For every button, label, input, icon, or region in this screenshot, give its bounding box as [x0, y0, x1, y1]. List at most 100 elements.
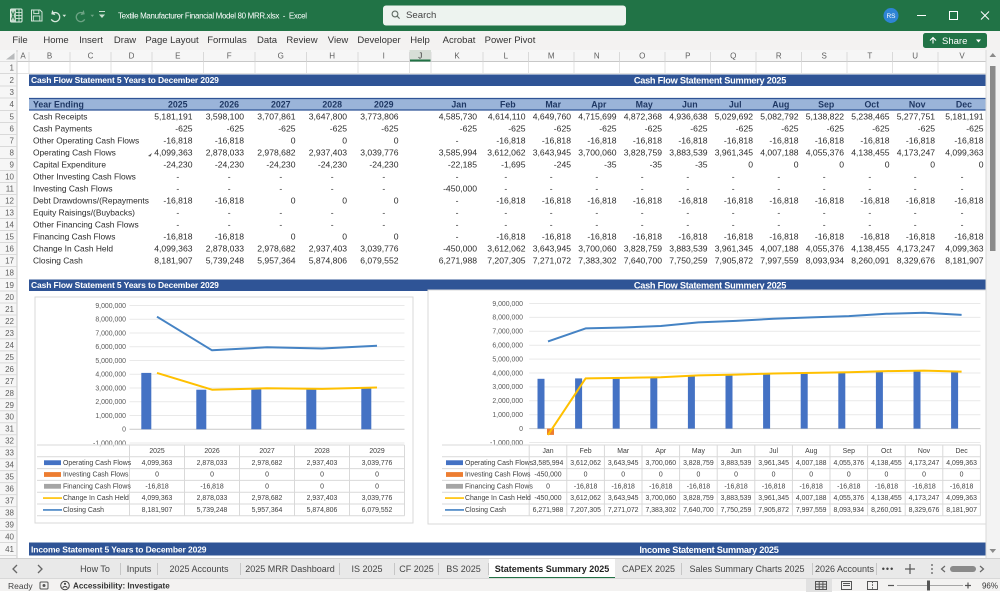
svg-text:4,000,000: 4,000,000 [95, 372, 126, 379]
svg-text:2,978,682: 2,978,682 [257, 244, 295, 254]
svg-text:-625: -625 [872, 124, 889, 134]
svg-text:-16,818: -16,818 [875, 483, 899, 490]
svg-text:3,961,345: 3,961,345 [715, 148, 753, 158]
svg-text:-450,000: -450,000 [534, 472, 561, 479]
svg-text:4,000,000: 4,000,000 [492, 370, 523, 377]
svg-text:3,647,800: 3,647,800 [309, 112, 347, 122]
svg-text:-: - [331, 172, 334, 182]
svg-text:Cash Payments: Cash Payments [33, 124, 92, 134]
svg-text:0: 0 [291, 196, 296, 206]
svg-text:4,173,247: 4,173,247 [897, 148, 935, 158]
svg-text:3,961,345: 3,961,345 [715, 244, 753, 254]
svg-text:-24,230: -24,230 [266, 160, 295, 170]
svg-text:-: - [331, 220, 334, 230]
svg-text:-16,818: -16,818 [587, 232, 616, 242]
svg-text:7,997,559: 7,997,559 [760, 256, 798, 266]
svg-text:5,957,364: 5,957,364 [252, 507, 283, 514]
svg-text:-: - [550, 220, 553, 230]
svg-text:4,173,247: 4,173,247 [909, 460, 940, 467]
svg-text:5,874,806: 5,874,806 [307, 507, 338, 514]
svg-text:-: - [914, 208, 917, 218]
svg-text:Cash Flow Statement Summery 20: Cash Flow Statement Summery 2025 [634, 75, 786, 85]
svg-text:3,883,539: 3,883,539 [669, 148, 707, 158]
svg-text:38: 38 [5, 509, 14, 518]
svg-text:Income Statement 5 Years to De: Income Statement 5 Years to December 202… [31, 544, 207, 554]
svg-text:-: - [228, 172, 231, 182]
svg-text:-: - [641, 172, 644, 182]
svg-text:6,000,000: 6,000,000 [95, 344, 126, 351]
svg-text:6,079,552: 6,079,552 [360, 256, 398, 266]
svg-text:-16,818: -16,818 [724, 232, 753, 242]
svg-text:Aug: Aug [772, 100, 789, 110]
svg-text:-625: -625 [554, 124, 571, 134]
svg-text:-: - [176, 220, 179, 230]
svg-text:-: - [456, 220, 459, 230]
svg-text:-16,818: -16,818 [496, 136, 525, 146]
svg-text:-: - [456, 196, 459, 206]
svg-text:5,277,751: 5,277,751 [897, 112, 935, 122]
svg-text:Oct: Oct [881, 448, 892, 455]
svg-text:21: 21 [5, 305, 14, 314]
svg-text:0: 0 [839, 160, 844, 170]
svg-text:3,643,945: 3,643,945 [533, 244, 571, 254]
svg-text:4,055,376: 4,055,376 [833, 460, 864, 467]
svg-text:-: - [279, 220, 282, 230]
svg-text:May: May [636, 100, 653, 110]
svg-text:-: - [550, 208, 553, 218]
svg-text:Jul: Jul [729, 100, 742, 110]
svg-text:0: 0 [265, 483, 269, 490]
svg-text:-16,818: -16,818 [215, 232, 244, 242]
svg-text:7,750,259: 7,750,259 [669, 256, 707, 266]
svg-text:Q: Q [730, 52, 736, 61]
svg-text:5,029,692: 5,029,692 [715, 112, 753, 122]
svg-text:7,383,302: 7,383,302 [578, 256, 616, 266]
svg-text:4,099,363: 4,099,363 [142, 495, 173, 502]
svg-text:-625: -625 [645, 124, 662, 134]
svg-text:0: 0 [375, 472, 379, 479]
svg-text:4,099,363: 4,099,363 [946, 460, 977, 467]
svg-text:-16,818: -16,818 [687, 483, 711, 490]
svg-text:Feb: Feb [580, 448, 592, 455]
svg-text:-35: -35 [604, 160, 617, 170]
svg-text:3,612,062: 3,612,062 [487, 244, 525, 254]
svg-text:-: - [961, 184, 964, 194]
svg-text:8,181,907: 8,181,907 [142, 507, 173, 514]
svg-text:4,173,247: 4,173,247 [909, 495, 940, 502]
svg-text:9,000,000: 9,000,000 [95, 303, 126, 310]
svg-text:-: - [914, 184, 917, 194]
svg-text:-: - [176, 208, 179, 218]
svg-text:-16,818: -16,818 [800, 483, 824, 490]
svg-text:Cash Flow Statement 5 Years to: Cash Flow Statement 5 Years to December … [31, 75, 219, 85]
svg-text:7,905,872: 7,905,872 [715, 256, 753, 266]
svg-text:-: - [331, 184, 334, 194]
svg-text:Mar: Mar [617, 448, 630, 455]
svg-text:-: - [868, 208, 871, 218]
svg-text:-: - [868, 184, 871, 194]
svg-text:-16,818: -16,818 [163, 232, 192, 242]
svg-text:6,000,000: 6,000,000 [492, 343, 523, 350]
svg-text:-16,818: -16,818 [950, 483, 974, 490]
svg-text:Investing Cash Flows: Investing Cash Flows [63, 472, 129, 479]
svg-text:Search: Search [406, 10, 436, 21]
svg-text:-16,818: -16,818 [145, 483, 169, 490]
svg-text:4,585,730: 4,585,730 [439, 112, 477, 122]
svg-text:Income Statement Summary 2025: Income Statement Summary 2025 [639, 545, 778, 555]
svg-text:0: 0 [291, 232, 296, 242]
svg-text:-16,818: -16,818 [574, 483, 598, 490]
svg-text:-: - [279, 184, 282, 194]
svg-text:-16,818: -16,818 [678, 232, 707, 242]
svg-text:-16,818: -16,818 [542, 196, 571, 206]
svg-text:0: 0 [519, 426, 523, 433]
svg-text:2027: 2027 [271, 100, 291, 110]
svg-text:-24,230: -24,230 [215, 160, 244, 170]
svg-text:7,271,072: 7,271,072 [608, 507, 639, 514]
svg-text:-625: -625 [227, 124, 244, 134]
svg-text:3,039,776: 3,039,776 [360, 148, 398, 158]
svg-text:Financing Cash Flows: Financing Cash Flows [63, 483, 131, 490]
svg-text:D: D [129, 52, 135, 61]
svg-text:3,585,994: 3,585,994 [533, 460, 564, 467]
svg-text:-: - [228, 208, 231, 218]
svg-text:8,000,000: 8,000,000 [95, 317, 126, 324]
svg-text:5,739,248: 5,739,248 [197, 507, 228, 514]
svg-text:Operating Cash Flows: Operating Cash Flows [465, 460, 534, 467]
